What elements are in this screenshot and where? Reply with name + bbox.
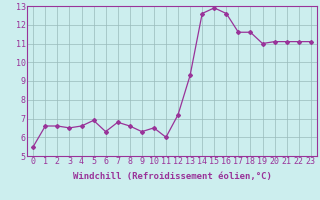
X-axis label: Windchill (Refroidissement éolien,°C): Windchill (Refroidissement éolien,°C) bbox=[73, 172, 271, 181]
